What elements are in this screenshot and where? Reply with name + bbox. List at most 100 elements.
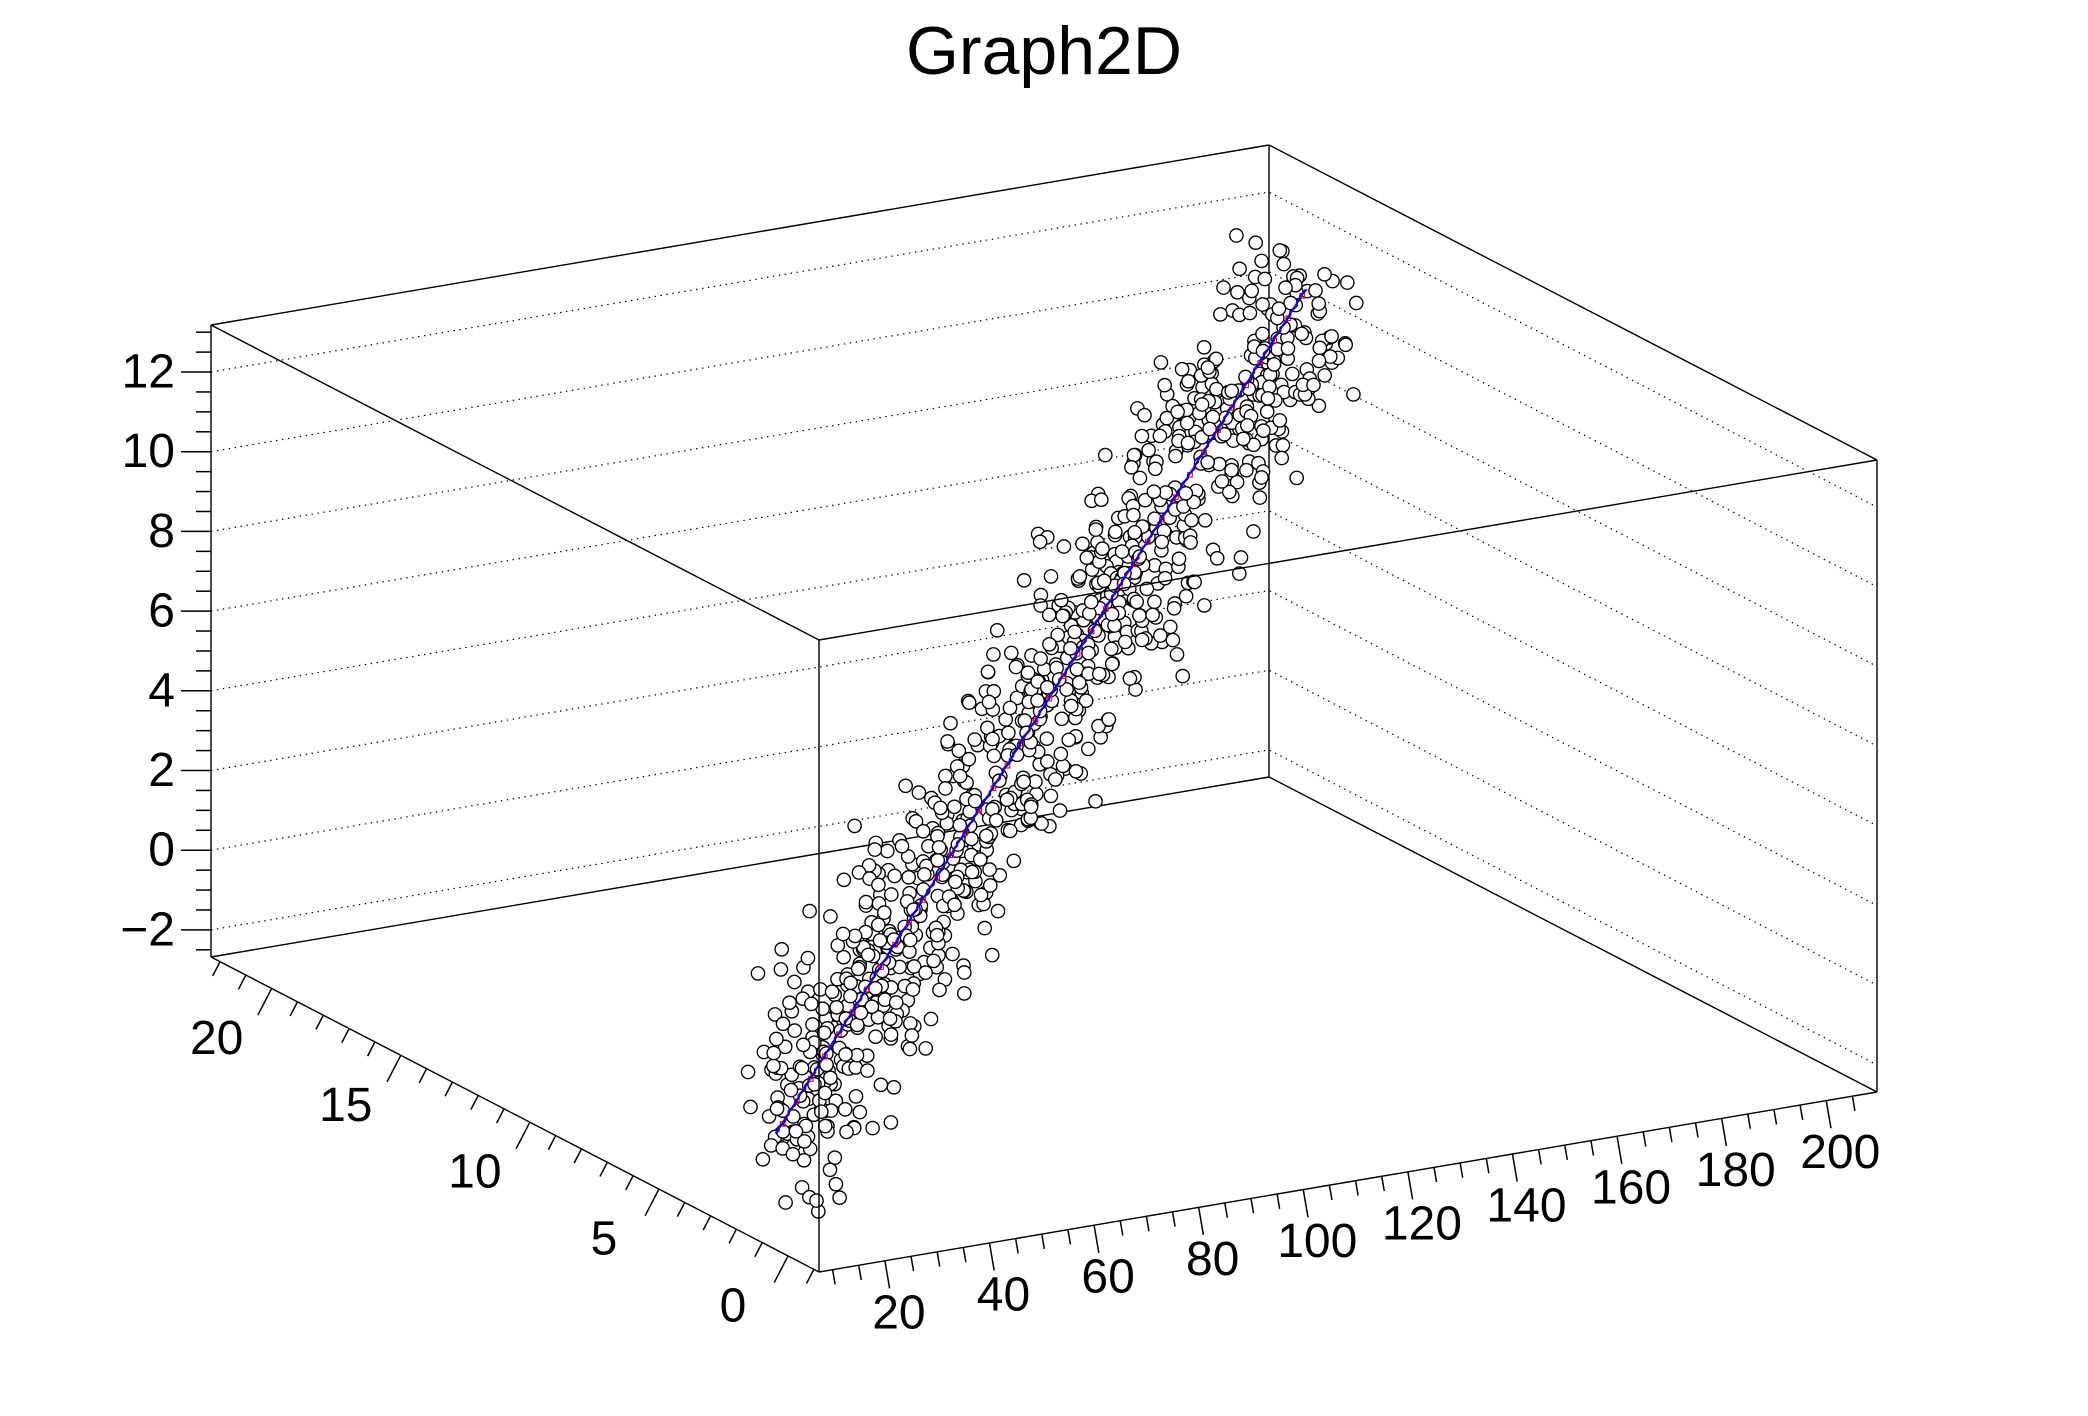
data-point-marker <box>1050 627 1066 643</box>
data-point-marker <box>788 1123 804 1139</box>
data-point-marker <box>1229 228 1244 243</box>
data-point-marker <box>1091 718 1106 734</box>
data-point-marker <box>1071 675 1087 690</box>
data-point-marker <box>887 868 902 884</box>
data-point-marker <box>827 1150 843 1166</box>
x-axis-tick <box>1171 1211 1176 1227</box>
data-point-marker <box>972 852 988 867</box>
data-point-marker <box>1229 474 1245 490</box>
data-point-marker <box>1214 474 1230 489</box>
data-point-marker <box>1063 640 1078 656</box>
data-point-marker <box>1230 284 1245 300</box>
data-point-marker <box>1311 296 1327 311</box>
data-point-marker <box>1093 492 1109 508</box>
data-point-marker <box>1054 711 1070 727</box>
data-point-marker <box>868 1029 883 1045</box>
data-point-marker <box>1083 594 1099 610</box>
x-axis-tick <box>1564 1144 1569 1161</box>
data-point-marker <box>989 622 1005 638</box>
data-point-marker <box>1255 326 1270 342</box>
data-point-marker <box>956 965 972 980</box>
x-axis-tick-label: 60 <box>1081 1251 1134 1304</box>
z-axis-tick-label: −2 <box>120 903 175 956</box>
x-axis-tick <box>1694 1122 1699 1138</box>
data-point-marker <box>795 1037 811 1053</box>
y-axis-tick <box>754 1242 763 1258</box>
data-point-marker <box>1079 550 1095 566</box>
y-axis-tick-label: 5 <box>591 1213 618 1266</box>
y-axis-tick <box>702 1215 712 1231</box>
data-point-marker <box>1095 541 1110 557</box>
data-point-marker <box>1232 261 1247 277</box>
data-point-marker <box>929 927 945 943</box>
data-point-marker <box>813 1104 829 1120</box>
data-point-marker <box>1217 426 1232 442</box>
data-point-marker <box>1003 645 1019 661</box>
data-point-marker <box>1235 431 1251 447</box>
data-point-marker <box>1209 381 1224 397</box>
data-point-marker <box>1196 339 1212 355</box>
data-point-marker <box>773 962 789 977</box>
data-point-marker <box>836 872 852 888</box>
data-point-marker <box>1124 459 1139 475</box>
data-point-marker <box>1053 746 1069 762</box>
data-point-marker <box>967 732 983 747</box>
data-point-marker <box>938 768 953 784</box>
data-point-marker <box>982 878 998 893</box>
data-point-marker <box>1272 413 1288 428</box>
y-axis-tick <box>625 1175 634 1191</box>
data-point-marker <box>823 1070 838 1086</box>
z-axis-tick-label: 2 <box>148 744 175 797</box>
data-point-marker <box>894 838 910 854</box>
x-axis-tick <box>1537 1149 1542 1165</box>
data-point-marker <box>809 1193 824 1208</box>
data-point-marker <box>1169 647 1185 662</box>
data-point-marker <box>813 982 828 997</box>
z-axis-tick-label: 4 <box>148 664 175 717</box>
data-point-marker <box>829 999 844 1015</box>
x-axis-tick <box>1747 1113 1752 1129</box>
data-point-marker <box>839 1124 854 1140</box>
data-point-marker <box>796 1152 812 1168</box>
x-axis-tick <box>1093 1225 1100 1253</box>
data-point-marker <box>886 1079 902 1095</box>
fit-line-marker <box>948 852 955 859</box>
z-axis-tick-label: 0 <box>148 824 175 877</box>
data-point-marker <box>755 1151 771 1167</box>
frame-edge <box>210 776 1270 958</box>
data-point-marker <box>1141 442 1156 458</box>
y-axis-tick <box>366 1041 376 1057</box>
data-point-marker <box>836 949 851 965</box>
data-point-marker <box>1108 524 1123 540</box>
data-point-marker <box>1152 628 1168 643</box>
data-point-marker <box>980 664 996 680</box>
data-point-marker <box>883 887 899 902</box>
x-axis-tick-label: 20 <box>872 1286 925 1339</box>
data-point-marker <box>1275 437 1291 453</box>
data-point-marker <box>1088 793 1103 809</box>
data-point-marker <box>1324 329 1339 344</box>
x-axis-tick <box>1197 1207 1205 1236</box>
data-point-marker <box>1170 404 1185 420</box>
x-axis-tick-label: 80 <box>1186 1233 1239 1286</box>
data-point-marker <box>947 874 963 890</box>
data-point-marker <box>1308 283 1323 298</box>
data-point-marker <box>852 1104 868 1120</box>
data-point-marker <box>1174 361 1190 377</box>
x-axis-tick <box>1851 1096 1856 1112</box>
z-axis: −2 0 2 4 6 8 10 12 <box>120 331 211 956</box>
x-axis-tick <box>936 1251 941 1267</box>
data-point-marker <box>1023 799 1039 815</box>
data-point-marker <box>1317 368 1333 383</box>
y-axis-tick <box>599 1161 608 1177</box>
x-axis-tick <box>884 1260 891 1289</box>
data-point-marker <box>908 813 924 829</box>
data-point-marker <box>766 1045 782 1061</box>
data-point-marker <box>1129 594 1145 610</box>
data-point-marker <box>1213 307 1228 322</box>
data-point-marker <box>1147 461 1163 477</box>
data-point-marker <box>1056 539 1072 554</box>
data-point-marker <box>1272 243 1288 258</box>
x-axis-tick <box>1276 1193 1281 1209</box>
data-point-marker <box>867 842 883 857</box>
